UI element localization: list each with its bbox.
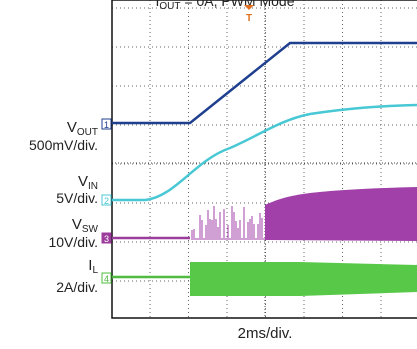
timebase: 2ms/div. xyxy=(238,325,293,342)
channel-name: IL xyxy=(88,257,98,276)
vsw-band xyxy=(265,187,417,241)
channel-marker-box xyxy=(101,194,112,206)
channel-name-sub: IN xyxy=(88,181,98,192)
channel-marker-box xyxy=(101,232,112,244)
channel-marker-box xyxy=(101,272,112,284)
channel-name: VOUT xyxy=(67,119,98,138)
channel-marker: 2 xyxy=(104,196,109,206)
channel-name-sub: L xyxy=(92,265,98,276)
channel-marker-box xyxy=(101,118,112,130)
channel-marker: 3 xyxy=(104,234,109,244)
il-band xyxy=(190,262,417,296)
channel-name-main: I xyxy=(88,257,92,274)
channel-name: VSW xyxy=(72,216,99,235)
channel-scale: 5V/div. xyxy=(56,190,98,206)
channel-scale: 500mV/div. xyxy=(29,137,98,153)
channel-name-sub: OUT xyxy=(77,127,98,138)
channel-name-main: V xyxy=(67,119,77,136)
channel-name: VIN xyxy=(78,173,98,192)
graticule-border xyxy=(111,0,417,319)
title: IOUT = 0A, PWM Mode xyxy=(156,0,295,12)
trigger-label: T xyxy=(246,13,252,24)
trigger-marker: T xyxy=(244,5,254,24)
channel-marker: 1 xyxy=(104,120,109,130)
channel-name-main: V xyxy=(78,173,88,190)
vin-trace xyxy=(112,103,417,202)
channel-name-sub: SW xyxy=(82,224,99,235)
channel-name-main: V xyxy=(72,216,82,233)
vsw-switching xyxy=(191,206,265,240)
vout-trace xyxy=(112,41,417,125)
channel-scale: 2A/div. xyxy=(56,279,98,295)
channel-scale: 10V/div. xyxy=(48,234,98,250)
channel-marker: 4 xyxy=(104,274,109,284)
